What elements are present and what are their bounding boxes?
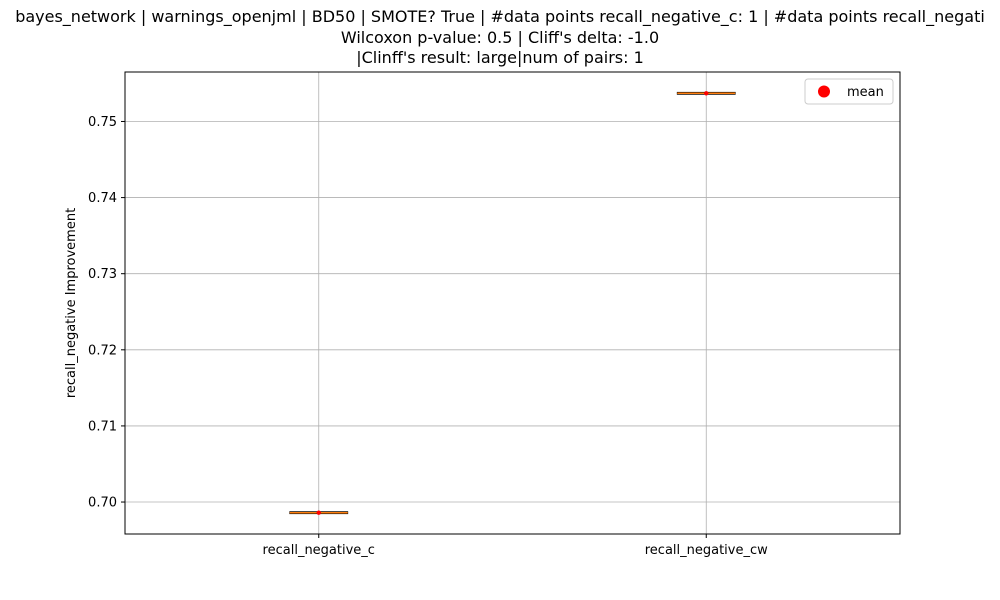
legend-box [804,78,894,105]
plot-area-frame [124,71,901,535]
y-tick-label: 0.75 [88,115,117,130]
chart-title-line-3: |Clinff's result: large|num of pairs: 1 [356,48,644,67]
legend: mean [804,78,894,105]
mean-marker-recall_negative_c [316,510,321,515]
y-tick-label: 0.71 [88,419,117,434]
chart-title-line-1: bayes_network | warnings_openjml | BD50 … [15,7,985,26]
y-axis-label: recall_negative Improvement [64,208,79,398]
box-series [289,91,736,515]
legend-mean-marker [818,85,830,98]
mean-marker-recall_negative_cw [704,91,709,96]
x-tick-label: recall_negative_cw [645,543,768,558]
grid-lines [125,72,900,534]
y-tick-label: 0.73 [88,267,117,282]
y-tick-label: 0.70 [88,496,117,511]
x-axis-ticks: recall_negative_c recall_negative_cw [263,534,768,558]
x-tick-label: recall_negative_c [263,543,375,558]
y-axis-ticks: 0.70 0.71 0.72 0.73 0.74 0.75 [88,115,125,511]
y-tick-label: 0.74 [88,191,117,206]
chart-title-line-2: Wilcoxon p-value: 0.5 | Cliff's delta: -… [340,28,660,47]
y-tick-label: 0.72 [88,343,117,358]
legend-mean-label: mean [847,85,884,100]
